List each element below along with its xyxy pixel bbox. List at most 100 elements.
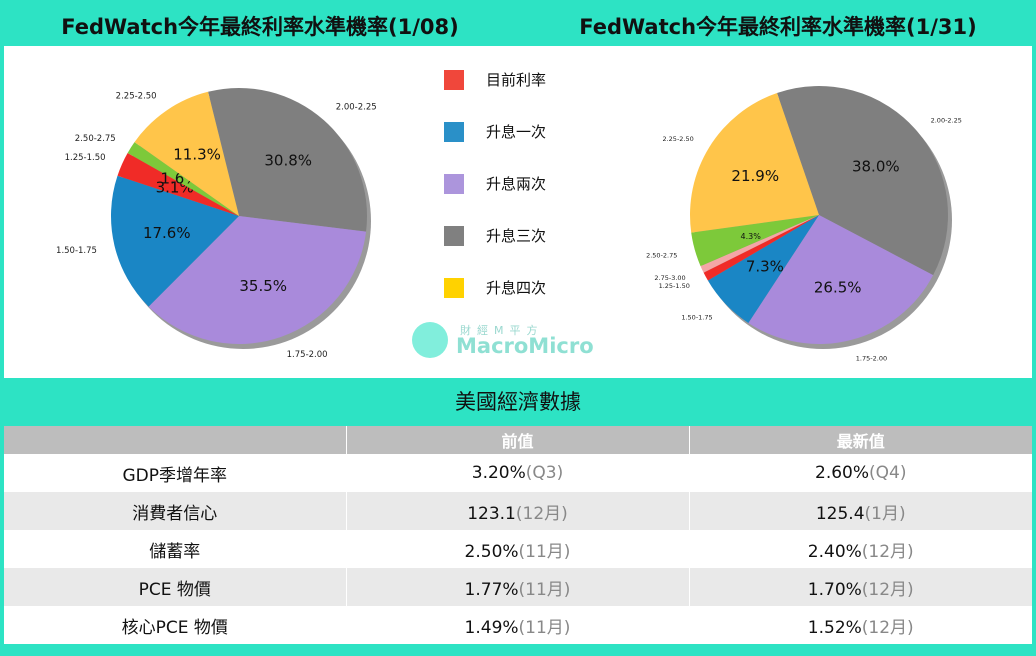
slice-category-label: 2.00-2.25: [931, 116, 962, 124]
pie-slice: [703, 215, 819, 281]
macromicro-watermark: 財經M平方 MacroMicro: [412, 322, 602, 366]
watermark-en: MacroMicro: [456, 334, 594, 358]
latest-value: 1.52%(12月): [689, 606, 1032, 644]
column-header: [4, 426, 347, 454]
table-row: PCE 物價 1.77%(11月) 1.70%(12月): [4, 568, 1032, 606]
slice-percentage-label: 11.3%: [173, 146, 221, 164]
slice-category-label: 1.75-2.00: [287, 350, 328, 360]
value: 1.49%: [464, 617, 519, 638]
pie-slice: [690, 93, 819, 233]
slice-percentage-label: 4.3%: [740, 232, 761, 241]
pie-charts: 30.8% 2.00-2.25 35.5% 1.75-2.00 17.6% 1.50-1.…: [56, 86, 962, 362]
slice-percentage-label: 7.3%: [746, 258, 784, 276]
legend-swatch: [444, 278, 464, 298]
value: 1.70%: [807, 579, 862, 600]
slice-category-label: 2.25-2.50: [662, 135, 693, 143]
table-row: 消費者信心 123.1(12月) 125.4(1月): [4, 492, 1032, 530]
value: 125.4: [815, 503, 865, 524]
latest-value: 2.40%(12月): [689, 530, 1032, 568]
prev-value: 2.50%(11月): [346, 530, 690, 568]
table-row: GDP季增年率 3.20%(Q3) 2.60%(Q4): [4, 454, 1032, 492]
table-row: 儲蓄率 2.50%(11月) 2.40%(12月): [4, 530, 1032, 568]
latest-value: 125.4(1月): [689, 492, 1032, 530]
column-header: 最新值: [689, 426, 1032, 454]
period: (1月): [864, 503, 906, 524]
period: (11月): [518, 579, 571, 600]
legend-label: 升息三次: [486, 227, 547, 245]
slice-percentage-label: 38.0%: [852, 157, 900, 175]
slice-category-label: 2.00-2.25: [336, 103, 377, 113]
legend-swatch: [444, 70, 464, 90]
pie-slice: [117, 152, 239, 216]
legend-label: 升息一次: [486, 123, 547, 141]
pie-slice: [777, 86, 948, 276]
slice-percentage-label: 26.5%: [814, 278, 862, 296]
chart-title-left: FedWatch今年最終利率水準機率(1/08): [61, 15, 459, 39]
period: (11月): [518, 541, 571, 562]
pie-slice: [127, 142, 239, 216]
column-header: 前值: [346, 426, 690, 454]
period: (12月): [515, 503, 568, 524]
macromicro-logo-icon: [412, 322, 448, 358]
slice-category-label: 1.75-2.00: [856, 354, 887, 362]
pie-slice: [691, 215, 819, 267]
pie-slice: [208, 87, 368, 232]
value: 2.50%: [464, 541, 519, 562]
latest-value: 2.60%(Q4): [689, 454, 1032, 492]
slice-category-label: 2.75-3.00: [654, 274, 685, 282]
pie-slice: [707, 215, 819, 323]
legend-item: 升息兩次: [444, 174, 594, 194]
period: (Q3): [525, 463, 564, 483]
chart-title-right: FedWatch今年最終利率水準機率(1/31): [579, 15, 977, 39]
legend-item: 目前利率: [444, 70, 594, 90]
chart-panel: 30.8% 2.00-2.25 35.5% 1.75-2.00 17.6% 1.50-1.…: [4, 46, 1032, 378]
period: (12月): [861, 579, 914, 600]
legend-item: 升息四次: [444, 278, 594, 298]
pie-slice: [748, 215, 934, 344]
slice-category-label: 1.25-1.50: [65, 153, 106, 163]
value: 2.60%: [815, 463, 870, 483]
legend-label: 升息兩次: [486, 175, 547, 193]
pie-chart: 30.8% 2.00-2.25 35.5% 1.75-2.00 17.6% 1.50-1.…: [56, 87, 377, 360]
legend-item: 升息一次: [444, 122, 594, 142]
table-row: 核心PCE 物價 1.49%(11月) 1.52%(12月): [4, 606, 1032, 644]
slice-category-label: 1.50-1.75: [681, 313, 712, 321]
latest-value: 1.70%(12月): [689, 568, 1032, 606]
row-name: 儲蓄率: [4, 530, 347, 568]
value: 2.40%: [807, 541, 862, 562]
period: (11月): [518, 617, 571, 638]
slice-percentage-label: 35.5%: [239, 277, 287, 295]
pie-slice: [148, 216, 367, 345]
row-name: 核心PCE 物價: [4, 606, 347, 644]
value: 1.52%: [807, 617, 862, 638]
slice-category-label: 1.50-1.75: [56, 246, 97, 256]
legend-swatch: [444, 174, 464, 194]
slice-category-label: 1.25-1.50: [659, 282, 690, 290]
table-header-row: 前值 最新值: [4, 426, 1032, 454]
slice-percentage-label: 30.8%: [264, 151, 312, 169]
value: 123.1: [467, 503, 516, 524]
slice-category-label: 2.50-2.75: [75, 134, 116, 144]
slice-category-label: 2.50-2.75: [646, 251, 677, 259]
watermark-zh: 財經M平方: [460, 324, 544, 337]
period: (Q4): [869, 463, 907, 483]
row-name: PCE 物價: [4, 568, 347, 606]
pie-chart: 38.0% 2.00-2.25 26.5% 1.75-2.00 7.3% 1.50-1.7…: [646, 86, 962, 362]
slice-percentage-label: 17.6%: [143, 224, 191, 242]
prev-value: 1.49%(11月): [346, 606, 690, 644]
legend-swatch: [444, 122, 464, 142]
economic-data-table: 前值 最新值 GDP季增年率 3.20%(Q3) 2.60%(Q4) 消費者信心…: [4, 426, 1032, 644]
value: 1.77%: [464, 579, 519, 600]
prev-value: 123.1(12月): [346, 492, 690, 530]
row-name: GDP季增年率: [4, 454, 347, 492]
period: (12月): [861, 617, 914, 638]
prev-value: 1.77%(11月): [346, 568, 690, 606]
slice-percentage-label: 21.9%: [731, 167, 779, 185]
slice-category-label: 2.25-2.50: [116, 91, 157, 101]
period: (12月): [861, 541, 914, 562]
pie-slice: [110, 175, 239, 307]
pie-slice: [134, 91, 239, 216]
value: 3.20%: [471, 463, 526, 483]
table-title: 美國經濟數據: [455, 390, 581, 414]
row-name: 消費者信心: [4, 492, 347, 530]
